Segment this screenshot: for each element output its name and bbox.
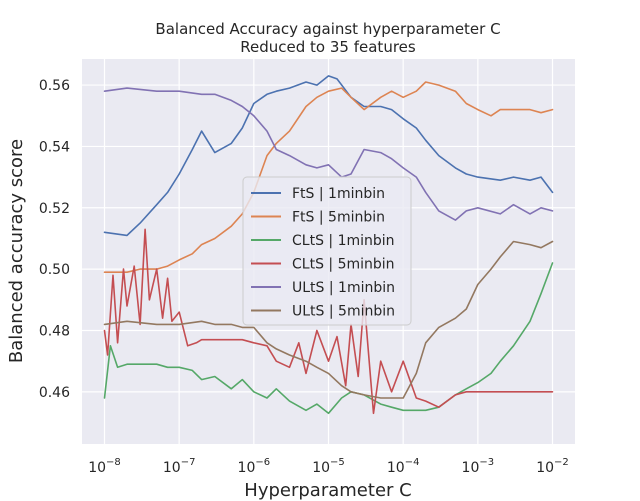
series-line-ults-1minbin (103, 87, 554, 221)
series-line-clts-5minbin (103, 228, 554, 415)
legend-box (242, 176, 412, 326)
legend-entry: FtS | 5minbin (251, 210, 385, 226)
legend-label: FtS | 1minbin (292, 186, 385, 202)
legend-entry: ULtS | 1minbin (251, 280, 395, 296)
series-line-ults-5minbin (103, 240, 554, 399)
series-lines (103, 75, 554, 415)
y-tick-label: 0.48 (39, 323, 70, 339)
x-axis-label: Hyperparameter C (244, 480, 411, 501)
legend-label: ULtS | 5minbin (292, 304, 395, 320)
legend-label: CLtS | 5minbin (292, 257, 395, 273)
y-tick-label: 0.46 (39, 385, 70, 401)
chart-title: Balanced Accuracy against hyperparameter… (155, 20, 500, 38)
legend-entry: FtS | 1minbin (251, 186, 385, 202)
x-tick-label: 10−5 (312, 457, 345, 476)
x-tick-label: 10−3 (462, 457, 495, 476)
legend-entry: CLtS | 1minbin (251, 233, 395, 249)
y-tick-label: 0.52 (39, 201, 70, 217)
y-tick-label: 0.50 (39, 262, 70, 278)
y-tick-label: 0.56 (39, 78, 70, 94)
legend-label: ULtS | 1minbin (292, 280, 395, 296)
legend-entry: ULtS | 5minbin (251, 304, 395, 320)
x-tick-label: 10−6 (238, 457, 271, 476)
chart-subtitle: Reduced to 35 features (240, 38, 416, 56)
x-tick-label: 10−4 (387, 457, 420, 476)
x-tick-label: 10−2 (536, 457, 569, 476)
tick-labels: 10−8 10−7 10−6 10−5 10−4 10−3 10−2 0.46 0.48 0.50… (39, 78, 569, 476)
y-axis-label: Balanced accuracy score (6, 139, 27, 363)
x-tick-label: 10−8 (88, 457, 121, 476)
legend-entry: CLtS | 5minbin (251, 257, 395, 273)
x-tick-label: 10−7 (163, 457, 196, 476)
y-tick-label: 0.54 (39, 139, 70, 155)
series-line-clts-1minbin (103, 262, 554, 415)
legend-label: CLtS | 1minbin (292, 233, 395, 249)
legend: FtS | 1minbin FtS | 5minbin CLtS | 1minbin… (242, 176, 412, 326)
legend-label: FtS | 5minbin (292, 210, 385, 226)
series-line-fts-5minbin (103, 81, 554, 274)
series-line-fts-1minbin (103, 75, 554, 237)
